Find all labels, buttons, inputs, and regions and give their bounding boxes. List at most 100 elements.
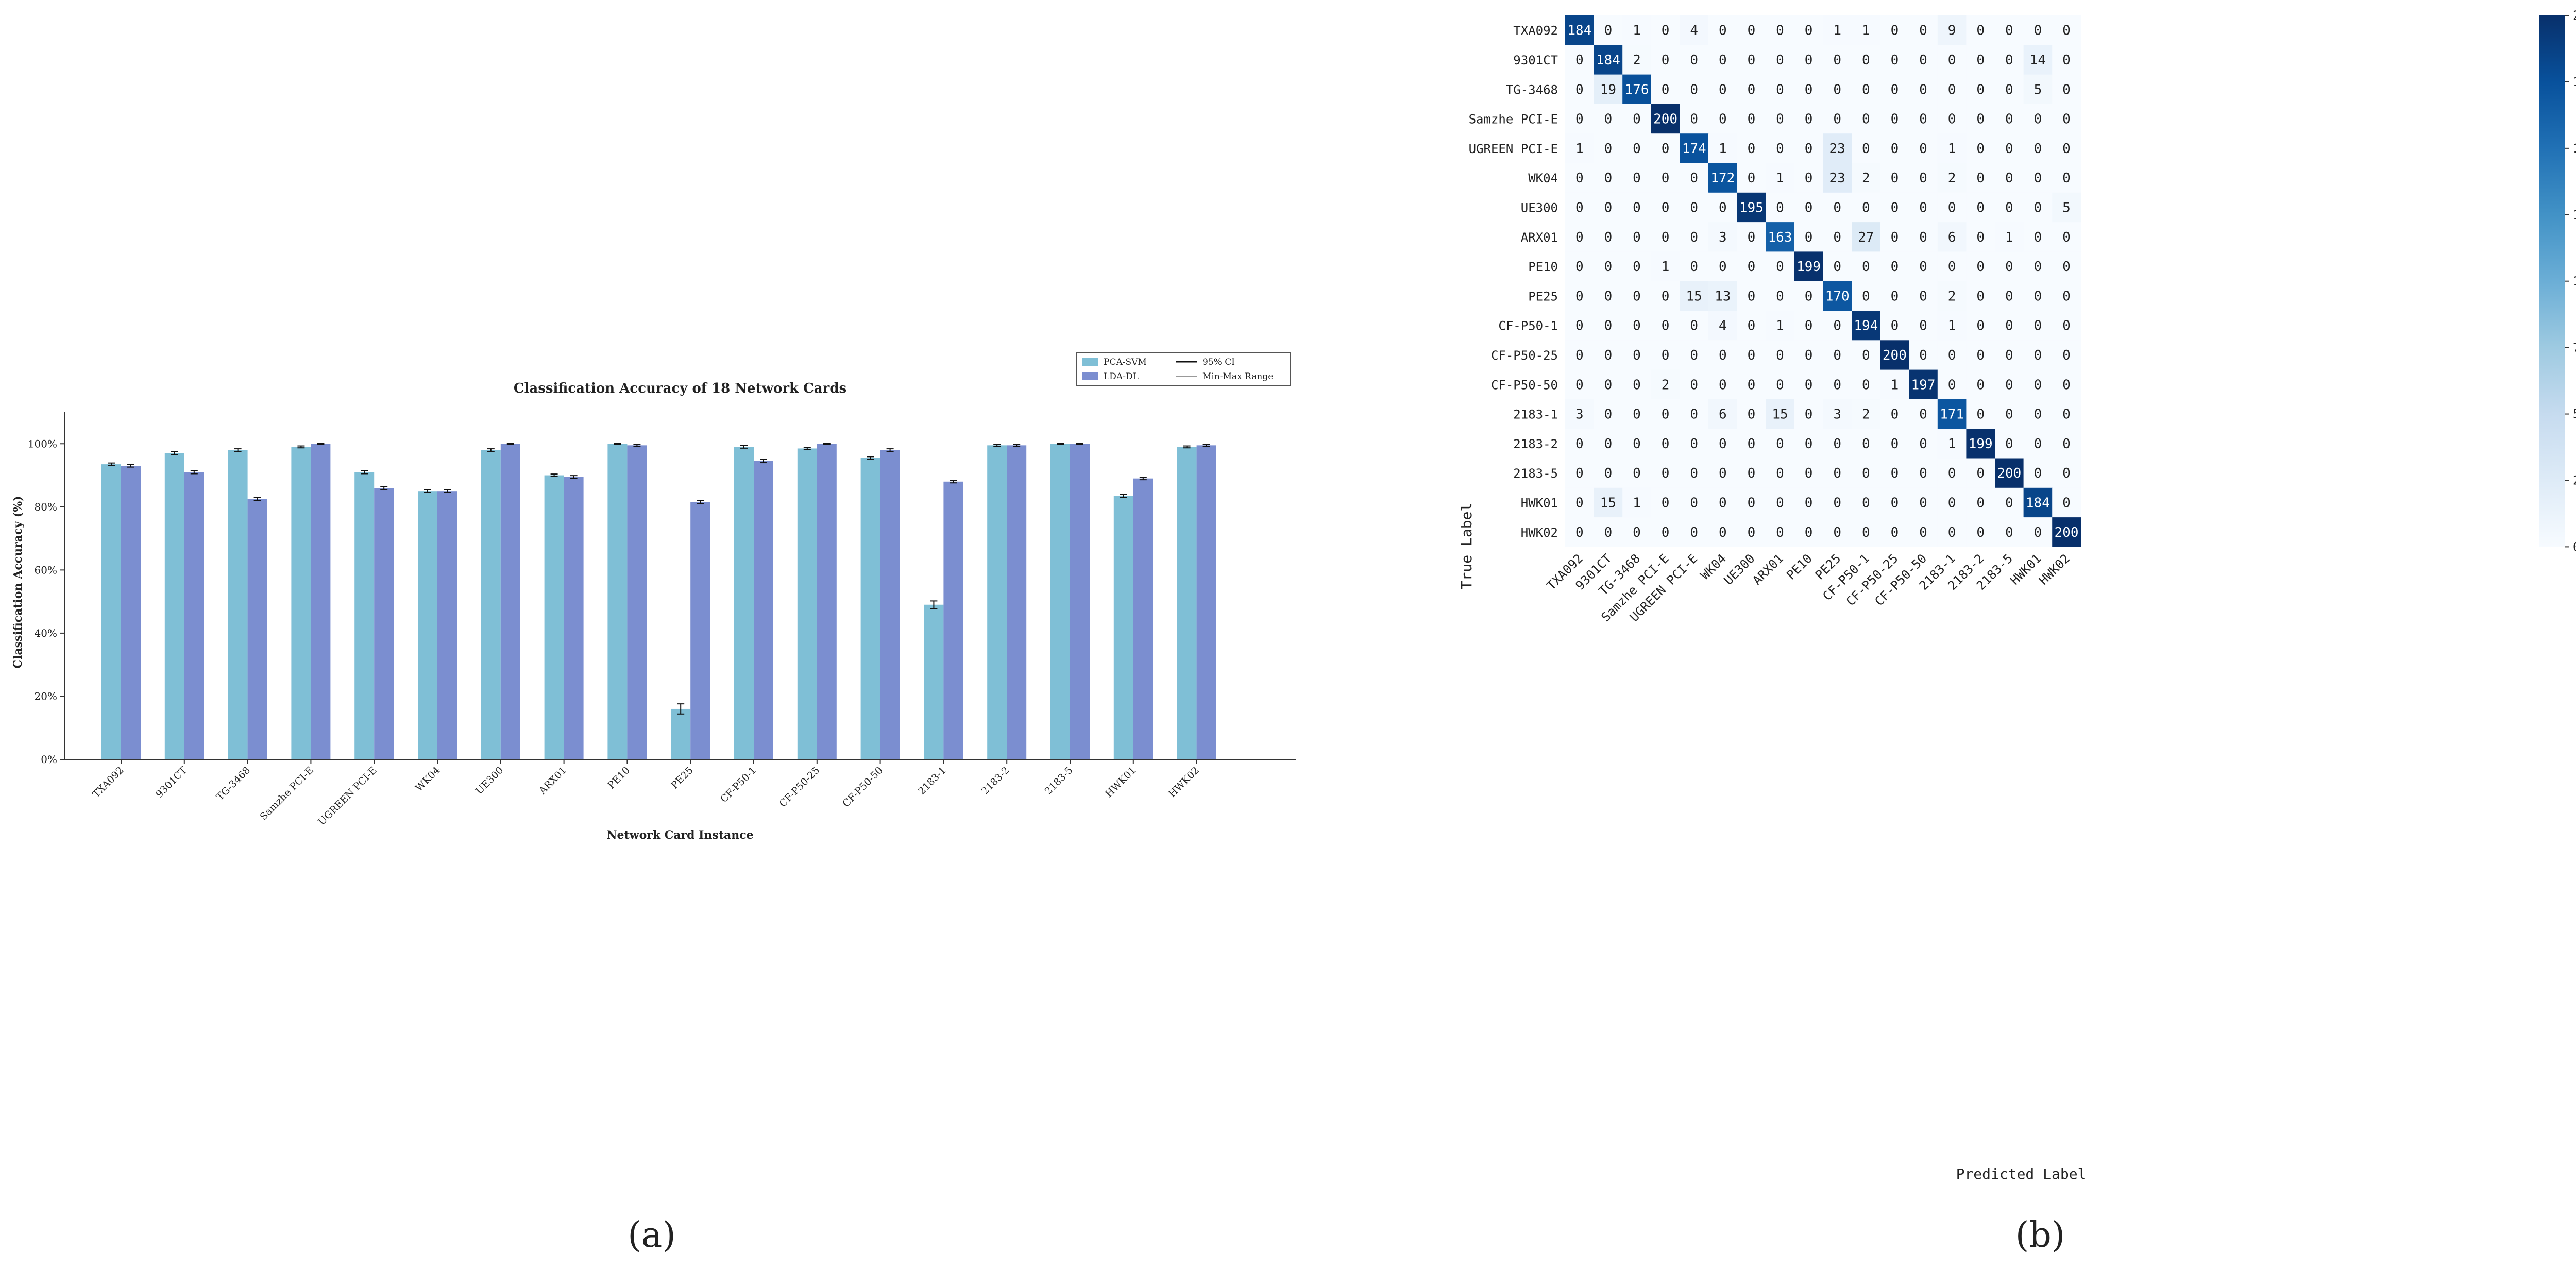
- heatmap-cell: [2023, 458, 2053, 488]
- heatmap-cell-value: 0: [1690, 525, 1698, 540]
- heatmap-cell: [1937, 251, 1967, 282]
- heatmap-cell: [2023, 163, 2053, 193]
- x-tick-label: 2183-5: [1043, 765, 1075, 797]
- heatmap-cell-value: 0: [1633, 259, 1641, 275]
- bar-lda-dl: [374, 488, 394, 759]
- heatmap-cell-value: 1: [1948, 436, 1956, 452]
- heatmap-cell: [1852, 517, 1881, 547]
- heatmap-cell: [1766, 15, 1795, 45]
- heatmap-cell-value: 200: [1883, 348, 1907, 363]
- heatmap-cell: [1966, 251, 1995, 282]
- heatmap-cell: [1880, 74, 1909, 105]
- heatmap-cell: [1622, 104, 1652, 134]
- heatmap-cell-value: 0: [1919, 23, 1927, 39]
- heatmap-cell-value: 0: [1833, 377, 1841, 393]
- heatmap-cell-value: 0: [1833, 436, 1841, 452]
- legend-label-pca-svm: PCA-SVM: [1104, 357, 1147, 367]
- heatmap-y-label: True Label: [1458, 503, 1475, 590]
- heatmap-cell-value: 0: [1833, 200, 1841, 215]
- heatmap-cell: [1708, 369, 1738, 400]
- heatmap-cell: [1651, 192, 1680, 223]
- heatmap-cell: [1937, 192, 1967, 223]
- heatmap-cell-value: 0: [2034, 525, 2042, 540]
- heatmap-cell-value: 0: [1776, 141, 1784, 157]
- heatmap-cell: [1737, 369, 1766, 400]
- heatmap-cell-value: 0: [1662, 348, 1670, 363]
- heatmap-cell: [1937, 311, 1967, 341]
- heatmap-cell: [1823, 192, 1852, 223]
- colorbar: 0 25 50 75 100 125 150 175 200: [2539, 8, 2576, 554]
- heatmap-cell-value: 0: [1862, 348, 1870, 363]
- heatmap-cell: [1852, 429, 1881, 459]
- heatmap-cell: [1823, 340, 1852, 370]
- heatmap-cell-value: 0: [1719, 200, 1727, 215]
- heatmap-cell: [1651, 251, 1680, 282]
- heatmap-cell-value: 0: [1748, 53, 1756, 68]
- heatmap-cell: [1995, 517, 2024, 547]
- x-tick-label: 9301CT: [154, 765, 189, 800]
- bar-chart-x-axis-title: Network Card Instance: [606, 828, 753, 842]
- heatmap-cell: [1708, 458, 1738, 488]
- heatmap-cell-value: 0: [1719, 525, 1727, 540]
- colorbar-tick-label: 150: [2573, 141, 2576, 156]
- heatmap-cell-value: 0: [2005, 23, 2013, 39]
- heatmap-cell-value: 0: [2034, 318, 2042, 334]
- heatmap-cell: [2023, 45, 2053, 75]
- x-tick-label: WK04: [413, 765, 443, 794]
- heatmap-cell: [1766, 104, 1795, 134]
- heatmap-cell: [1622, 517, 1652, 547]
- y-tick-label: 40%: [35, 627, 57, 639]
- heatmap-cell: [1766, 517, 1795, 547]
- heatmap-cell-value: 0: [1833, 112, 1841, 127]
- heatmap-cell-value: 0: [1805, 112, 1813, 127]
- heatmap-cell-value: 2: [1662, 377, 1670, 393]
- heatmap-cell: [1794, 222, 1823, 252]
- heatmap-cell-value: 0: [2034, 407, 2042, 422]
- heatmap-cell: [1565, 222, 1595, 252]
- x-tick-label: UGREEN PCI-E: [316, 765, 379, 827]
- heatmap-cell: [1880, 517, 1909, 547]
- heatmap-cell: [1880, 133, 1909, 164]
- heatmap-cell: [1622, 74, 1652, 105]
- heatmap-cell-value: 0: [2034, 23, 2042, 39]
- heatmap-cell-value: 0: [1604, 200, 1613, 215]
- heatmap-cell: [1852, 251, 1881, 282]
- heatmap-cell-value: 0: [1662, 82, 1670, 97]
- heatmap-cell-value: 0: [1748, 466, 1756, 481]
- heatmap-cell: [1737, 45, 1766, 75]
- heatmap-cell: [1995, 104, 2024, 134]
- heatmap-cell: [1594, 369, 1623, 400]
- heatmap-cell: [1565, 517, 1595, 547]
- heatmap-cell: [1852, 15, 1881, 45]
- heatmap-cell: [1680, 133, 1709, 164]
- heatmap-cell: [1880, 192, 1909, 223]
- heatmap-cell: [2023, 281, 2053, 311]
- heatmap-cell: [1880, 251, 1909, 282]
- heatmap-cell: [1937, 74, 1967, 105]
- bar-chart-y-axis-title: Classification Accuracy (%): [11, 496, 25, 668]
- heatmap-cell: [1995, 311, 2024, 341]
- heatmap-cell-value: 0: [1948, 348, 1956, 363]
- heatmap-cell: [1594, 311, 1623, 341]
- heatmap-cell: [1766, 74, 1795, 105]
- heatmap-cell-value: 163: [1768, 230, 1792, 245]
- heatmap-cell-value: 0: [1805, 525, 1813, 540]
- heatmap-cell-value: 0: [1805, 318, 1813, 334]
- heatmap-cell: [1622, 487, 1652, 518]
- bar-pca-svm: [607, 444, 628, 759]
- heatmap-cell: [2023, 399, 2053, 429]
- heatmap-cell: [1565, 429, 1595, 459]
- heatmap-cell: [1794, 104, 1823, 134]
- heatmap-cell: [1737, 340, 1766, 370]
- heatmap-cell-value: 0: [1805, 230, 1813, 245]
- heatmap-cell-value: 0: [1748, 348, 1756, 363]
- heatmap-cell-value: 0: [1633, 348, 1641, 363]
- heatmap-cell: [1852, 133, 1881, 164]
- heatmap-y-axis-title: True Label: [1458, 503, 1475, 590]
- heatmap-cell: [1565, 192, 1595, 223]
- heatmap-cell: [1737, 399, 1766, 429]
- heatmap-cell-value: 0: [2034, 112, 2042, 127]
- heatmap-col-label: HWK01: [2008, 551, 2044, 588]
- heatmap-cell-value: 0: [2062, 141, 2071, 157]
- heatmap-cell: [1680, 458, 1709, 488]
